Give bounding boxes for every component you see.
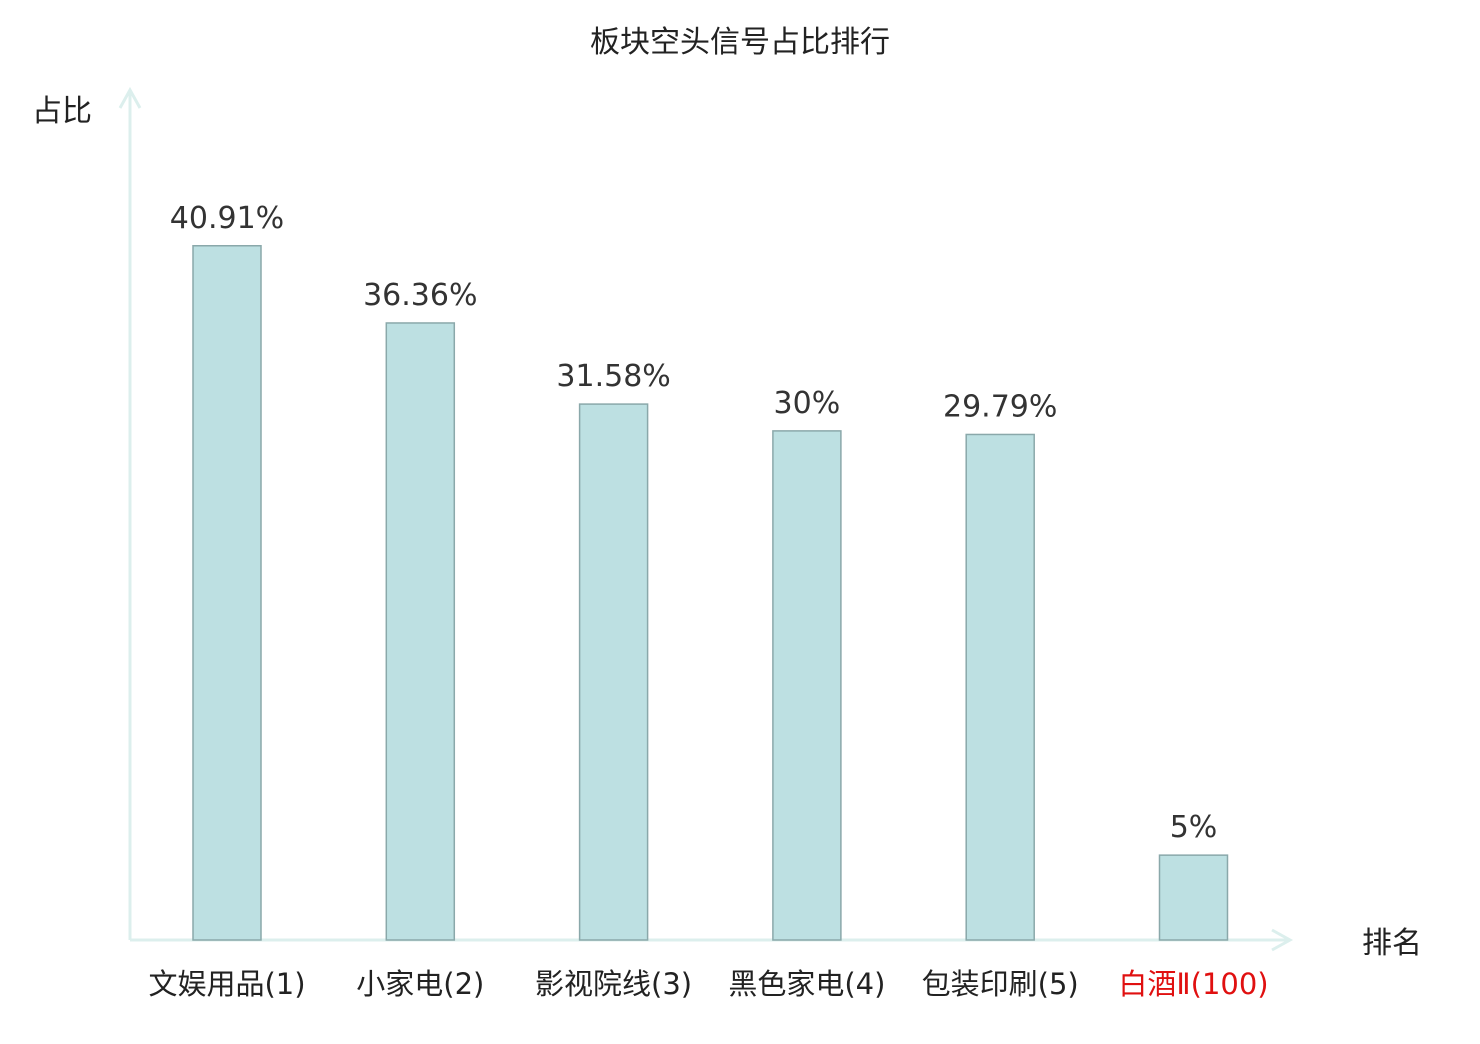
axes (118, 86, 1294, 952)
bar-value-label: 36.36% (363, 278, 477, 313)
bar (772, 430, 842, 941)
bar (385, 322, 456, 941)
value-labels-group: 40.91% 36.36% 31.58% 30% 29.79% 5% (170, 201, 1217, 845)
chart-title: 板块空头信号占比排行 (590, 25, 890, 60)
bar-value-label: 40.91% (170, 201, 284, 236)
bars-group (192, 245, 1229, 941)
y-axis-label: 占比 (32, 94, 92, 129)
category-label: 小家电(2) (356, 967, 484, 1001)
bar-value-label: 5% (1170, 810, 1218, 845)
y-axis-arrow (118, 86, 142, 109)
category-label: 文娱用品(1) (148, 967, 305, 1001)
category-labels-group: 文娱用品(1) 小家电(2) 影视院线(3) 黑色家电(4) 包装印刷(5) 白酒Ⅱ(10… (148, 967, 1268, 1001)
bar-value-label: 29.79% (943, 389, 1057, 424)
bar-value-label: 31.58% (556, 359, 670, 394)
bar (192, 245, 262, 941)
x-axis-label: 排名 (1362, 926, 1422, 961)
bar-value-label: 30% (774, 386, 841, 421)
x-axis-arrow (1271, 928, 1294, 952)
bar (578, 403, 649, 941)
category-label: 影视院线(3) (535, 967, 692, 1001)
category-label: 白酒Ⅱ(100) (1118, 967, 1268, 1001)
category-label: 黑色家电(4) (728, 967, 885, 1001)
category-label: 包装印刷(5) (922, 967, 1079, 1001)
bar (965, 433, 1035, 941)
bar (1158, 854, 1229, 941)
